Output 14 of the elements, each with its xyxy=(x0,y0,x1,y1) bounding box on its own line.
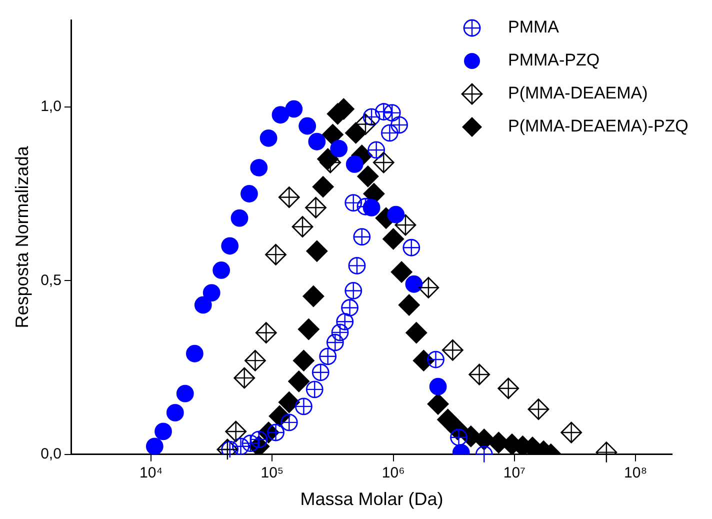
legend-label: P(MMA-DEAEMA)-PZQ xyxy=(508,116,688,136)
legend-label: P(MMA-DEAEMA) xyxy=(508,84,648,103)
x-tick-label: 10⁷ xyxy=(503,464,526,482)
y-axis-title: Resposta Normalizada xyxy=(12,145,32,328)
x-tick-label: 10⁸ xyxy=(624,464,648,482)
x-tick-label: 10⁵ xyxy=(260,464,284,482)
x-tick-label: 10⁴ xyxy=(140,464,163,482)
legend-label: PMMA-PZQ xyxy=(508,50,600,70)
y-tick-label: 0,5 xyxy=(40,272,62,289)
x-axis-title: Massa Molar (Da) xyxy=(300,489,444,510)
y-tick-label: 1,0 xyxy=(40,98,62,116)
legend-label: PMMA xyxy=(508,18,560,37)
y-tick-label: 0,0 xyxy=(40,446,62,463)
x-tick-label: 10⁶ xyxy=(382,464,405,482)
